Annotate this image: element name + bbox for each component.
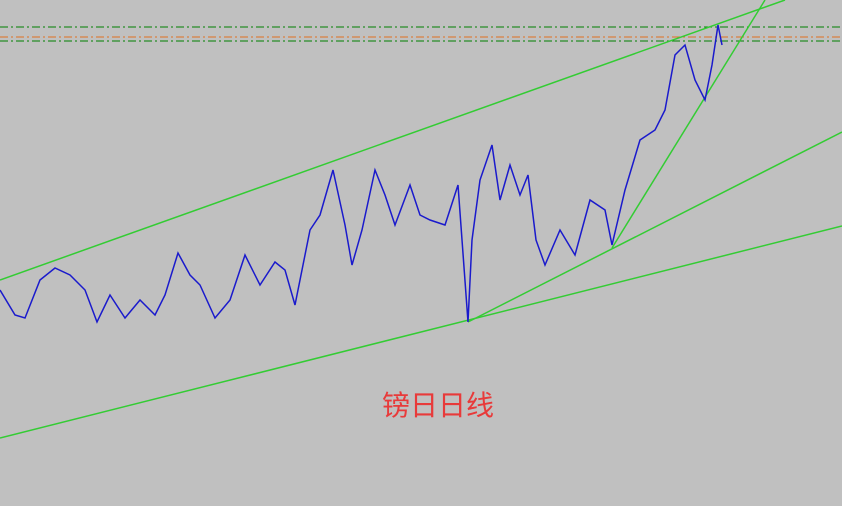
trend-line xyxy=(0,225,842,439)
price-line xyxy=(0,24,723,324)
chart-title: 镑日日线 xyxy=(382,389,494,422)
trend-line xyxy=(0,0,786,281)
trend-line xyxy=(467,131,842,323)
trend-line xyxy=(611,0,766,249)
